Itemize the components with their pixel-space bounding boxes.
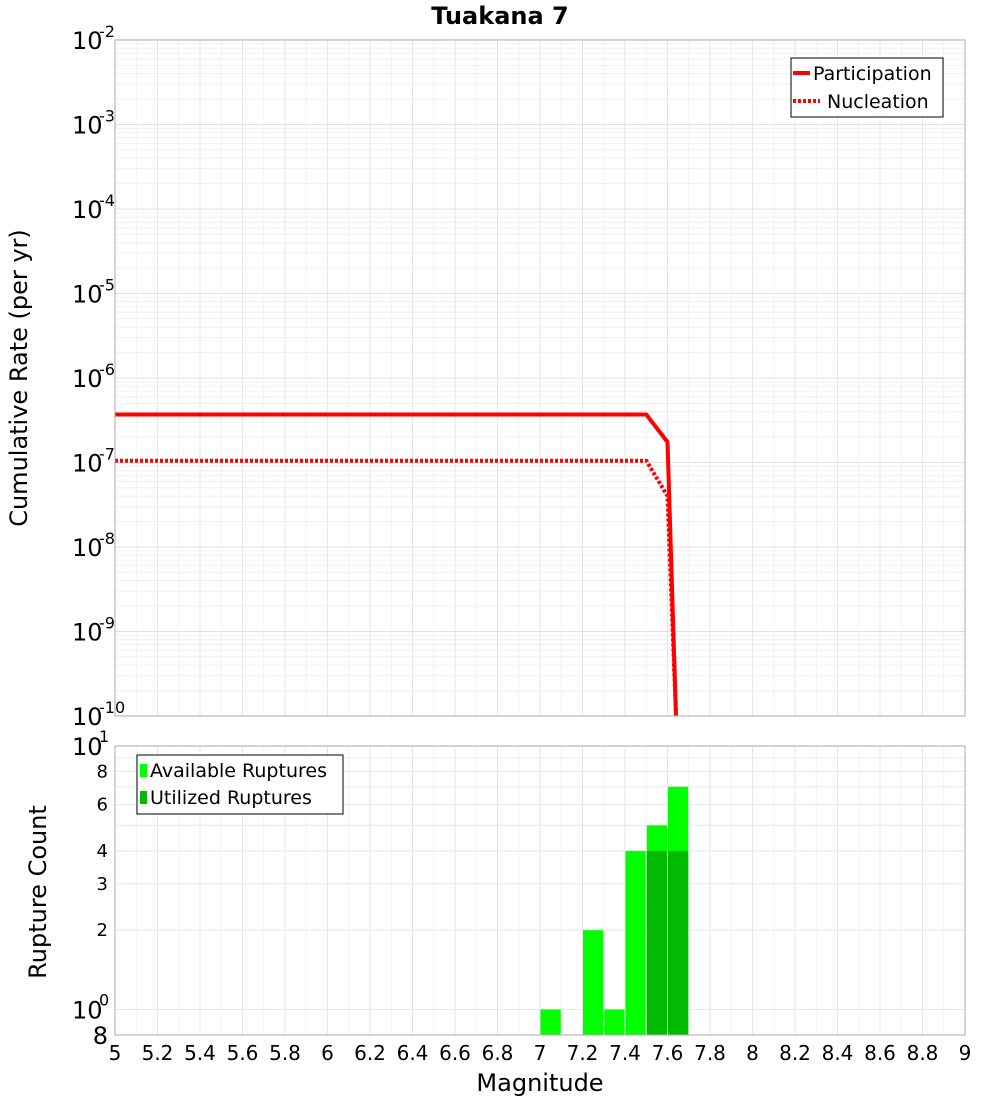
rate-y-tick-base: 10 bbox=[72, 27, 103, 55]
x-tick-label: 7.6 bbox=[652, 1041, 684, 1065]
rate-y-tick: 10-10 bbox=[72, 698, 125, 731]
x-tick-label: 8.4 bbox=[822, 1041, 854, 1065]
count-y-minor-tick: 8 bbox=[93, 1022, 108, 1050]
x-tick-label: 5 bbox=[109, 1041, 122, 1065]
count-y-tick-exponent: 0 bbox=[99, 990, 109, 1009]
count-y-axis-label: Rupture Count bbox=[24, 805, 52, 979]
rate-y-tick: 10-5 bbox=[72, 276, 115, 309]
count-bars bbox=[540, 786, 689, 1035]
count-legend-box bbox=[136, 754, 344, 815]
rate-y-axis-label: Cumulative Rate (per yr) bbox=[5, 229, 33, 527]
x-tick-label: 5.6 bbox=[227, 1041, 259, 1065]
x-tick-label: 6.6 bbox=[439, 1041, 471, 1065]
available-rupture-bar bbox=[625, 850, 646, 1035]
rate-y-tick: 10-6 bbox=[72, 360, 115, 393]
x-tick-label: 6 bbox=[321, 1041, 334, 1065]
legend-participation-label: Participation bbox=[813, 63, 932, 85]
rate-legend-box bbox=[790, 57, 944, 118]
rate-y-ticks: 10-210-310-410-510-610-710-810-910-10 bbox=[72, 22, 125, 731]
rate-y-tick: 10-3 bbox=[72, 107, 115, 140]
chart-title: Tuakana 7 bbox=[431, 2, 569, 30]
rate-legend: Participation Nucleation bbox=[790, 57, 944, 118]
rate-y-tick-base: 10 bbox=[72, 365, 103, 393]
x-tick-label: 5.2 bbox=[142, 1041, 174, 1065]
count-grid bbox=[114, 745, 966, 1035]
rate-y-tick-base: 10 bbox=[72, 703, 103, 731]
rate-y-tick-exponent: -7 bbox=[99, 445, 115, 464]
x-axis-label: Magnitude bbox=[476, 1069, 603, 1097]
rate-y-tick-exponent: -3 bbox=[99, 107, 115, 126]
rate-y-tick: 10-7 bbox=[72, 445, 115, 478]
x-tick-label: 8.6 bbox=[864, 1041, 896, 1065]
legend-utilized-swatch bbox=[140, 791, 147, 804]
count-y-minor-tick: 2 bbox=[97, 920, 108, 941]
count-y-major-tick: 100 bbox=[72, 990, 109, 1024]
rate-y-tick-base: 10 bbox=[72, 196, 103, 224]
rate-y-tick: 10-8 bbox=[72, 529, 115, 562]
count-y-minor-tick: 4 bbox=[97, 841, 108, 862]
rate-series bbox=[115, 412, 678, 717]
legend-available-swatch bbox=[140, 764, 147, 777]
x-tick-label: 7.8 bbox=[694, 1041, 726, 1065]
rate-y-tick-exponent: -10 bbox=[99, 698, 125, 717]
series-nucleation-line bbox=[115, 458, 678, 717]
x-ticks: 5 5.2 5.4 5.6 5.8 6 6.2 6.4 6.6 6.8 7 7.2 7.4 7.6 7.8 8… bbox=[109, 1041, 972, 1065]
rate-plot-frame bbox=[114, 39, 966, 717]
x-tick-label: 6.2 bbox=[354, 1041, 386, 1065]
x-tick-label: 7 bbox=[534, 1041, 547, 1065]
rate-y-tick-exponent: -6 bbox=[99, 360, 115, 379]
available-rupture-bar bbox=[540, 1009, 561, 1035]
rate-y-tick-base: 10 bbox=[72, 450, 103, 478]
x-tick-label: 7.2 bbox=[567, 1041, 599, 1065]
legend-nucleation-label: Nucleation bbox=[827, 91, 929, 113]
rate-y-tick-base: 10 bbox=[72, 619, 103, 647]
count-y-tick-exponent: 1 bbox=[99, 727, 109, 746]
x-tick-label: 7.4 bbox=[609, 1041, 641, 1065]
rate-grid bbox=[114, 39, 966, 717]
legend-available-label: Available Ruptures bbox=[150, 760, 327, 782]
count-y-minor-tick: 6 bbox=[97, 794, 108, 815]
legend-utilized-label: Utilized Ruptures bbox=[150, 787, 312, 809]
rate-y-tick: 10-9 bbox=[72, 614, 115, 647]
x-tick-label: 5.8 bbox=[269, 1041, 301, 1065]
available-rupture-bar bbox=[604, 1009, 625, 1035]
rate-y-tick-exponent: -2 bbox=[99, 22, 115, 41]
rate-y-tick: 10-4 bbox=[72, 191, 115, 224]
rate-y-tick-exponent: -5 bbox=[99, 276, 115, 295]
x-tick-label: 8 bbox=[746, 1041, 759, 1065]
rate-y-tick-exponent: -8 bbox=[99, 529, 115, 548]
rate-y-tick-base: 10 bbox=[72, 112, 103, 140]
rate-y-tick-exponent: -4 bbox=[99, 191, 115, 210]
rate-y-tick-base: 10 bbox=[72, 534, 103, 562]
available-rupture-bar bbox=[583, 930, 604, 1035]
rate-y-tick-base: 10 bbox=[72, 281, 103, 309]
x-tick-label: 6.8 bbox=[482, 1041, 514, 1065]
x-tick-label: 8.8 bbox=[907, 1041, 939, 1065]
count-y-minor-tick: 8 bbox=[97, 762, 108, 783]
count-y-minor-tick: 3 bbox=[97, 874, 108, 895]
rate-panel: 10-210-310-410-510-610-710-810-910-10 Cu… bbox=[5, 22, 966, 731]
utilized-rupture-bar bbox=[668, 850, 689, 1035]
count-y-major-tick: 101 bbox=[72, 727, 109, 761]
count-legend: Available Ruptures Utilized Ruptures bbox=[136, 754, 344, 815]
count-y-tick-base: 10 bbox=[72, 733, 103, 761]
rate-y-tick: 10-2 bbox=[72, 22, 115, 55]
x-tick-label: 9 bbox=[959, 1041, 972, 1065]
rate-y-tick-exponent: -9 bbox=[99, 614, 115, 633]
x-tick-label: 6.4 bbox=[397, 1041, 429, 1065]
count-plot-frame bbox=[114, 745, 966, 1036]
count-y-tick-base: 10 bbox=[72, 996, 103, 1024]
x-tick-label: 8.2 bbox=[779, 1041, 811, 1065]
x-tick-label: 5.4 bbox=[184, 1041, 216, 1065]
utilized-rupture-bar bbox=[646, 850, 667, 1035]
